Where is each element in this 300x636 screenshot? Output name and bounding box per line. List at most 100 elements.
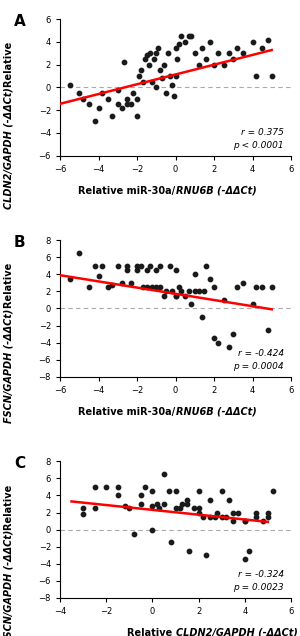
Point	[196, 286, 201, 296]
Point	[154, 499, 159, 509]
Point	[215, 338, 220, 348]
Point	[254, 508, 259, 518]
Point	[154, 48, 159, 59]
Point	[173, 265, 178, 275]
Point	[135, 111, 140, 121]
Point	[119, 278, 124, 288]
Point	[154, 82, 159, 92]
Point	[236, 508, 240, 518]
Point	[165, 48, 170, 59]
Point	[115, 261, 120, 271]
Point	[162, 469, 167, 479]
Point	[242, 516, 247, 526]
Point	[92, 116, 97, 127]
Point	[204, 261, 209, 271]
Point	[131, 88, 136, 98]
Point	[269, 71, 274, 81]
Point	[167, 71, 172, 81]
Text: Relative: Relative	[4, 481, 14, 530]
Point	[208, 495, 212, 505]
Point	[67, 80, 72, 90]
Point	[169, 80, 174, 90]
Point	[192, 269, 197, 279]
Point	[241, 278, 245, 288]
Point	[254, 282, 259, 292]
Point	[173, 291, 178, 301]
Point	[161, 60, 166, 70]
Text: r = -0.324
p = 0.0023: r = -0.324 p = 0.0023	[233, 570, 284, 592]
Point	[173, 71, 178, 81]
Text: RNU6B (-ΔΔCt): RNU6B (-ΔΔCt)	[176, 407, 256, 417]
Point	[144, 50, 149, 60]
Point	[212, 333, 216, 343]
Point	[144, 282, 149, 292]
Point	[125, 99, 130, 109]
Text: Relative miR-30a/: Relative miR-30a/	[78, 186, 176, 196]
Point	[158, 282, 163, 292]
Point	[270, 486, 275, 496]
Point	[92, 482, 97, 492]
Point	[139, 499, 143, 509]
Point	[250, 299, 255, 309]
Point	[254, 512, 259, 522]
Point	[192, 286, 197, 296]
Point	[215, 48, 220, 59]
Point	[202, 286, 207, 296]
Point	[86, 282, 91, 292]
Text: Relative miR-30a/: Relative miR-30a/	[78, 407, 176, 417]
Text: Relative: Relative	[127, 628, 176, 636]
Point	[144, 265, 149, 275]
Point	[150, 76, 155, 86]
Point	[179, 31, 184, 41]
Point	[92, 261, 97, 271]
Point	[129, 278, 134, 288]
Point	[266, 508, 270, 518]
Point	[226, 495, 231, 505]
Text: Relative: Relative	[4, 260, 14, 308]
Point	[188, 299, 193, 309]
Point	[266, 325, 270, 335]
Text: CLDN2/GAPDH (-ΔΔCt): CLDN2/GAPDH (-ΔΔCt)	[4, 87, 14, 209]
Point	[106, 282, 110, 292]
Point	[154, 282, 159, 292]
Point	[110, 111, 114, 121]
Point	[81, 503, 85, 513]
Point	[96, 103, 101, 113]
Point	[150, 525, 155, 535]
Point	[125, 93, 130, 104]
Point	[200, 312, 205, 322]
Point	[100, 261, 105, 271]
Point	[231, 329, 236, 339]
Point	[67, 273, 72, 284]
Point	[81, 93, 85, 104]
Point	[135, 93, 140, 104]
Point	[192, 48, 197, 59]
Point	[200, 43, 205, 53]
Point	[231, 516, 236, 526]
Point	[227, 48, 232, 59]
Point	[173, 486, 178, 496]
Text: B: B	[14, 235, 26, 250]
Point	[154, 265, 159, 275]
Point	[158, 261, 163, 271]
Point	[150, 282, 155, 292]
Point	[219, 512, 224, 522]
Point	[196, 503, 201, 513]
Point	[139, 65, 143, 75]
Point	[196, 486, 201, 496]
Point	[140, 282, 145, 292]
Point	[127, 503, 132, 513]
Point	[208, 37, 212, 47]
Point	[148, 48, 153, 59]
Point	[171, 92, 176, 102]
Point	[183, 37, 188, 47]
Point	[261, 516, 266, 526]
Point	[167, 261, 172, 271]
Point	[81, 509, 85, 520]
Point	[142, 54, 147, 64]
Point	[201, 512, 206, 522]
Point	[158, 65, 163, 75]
Point	[269, 282, 274, 292]
Point	[131, 529, 136, 539]
Point	[122, 501, 127, 511]
